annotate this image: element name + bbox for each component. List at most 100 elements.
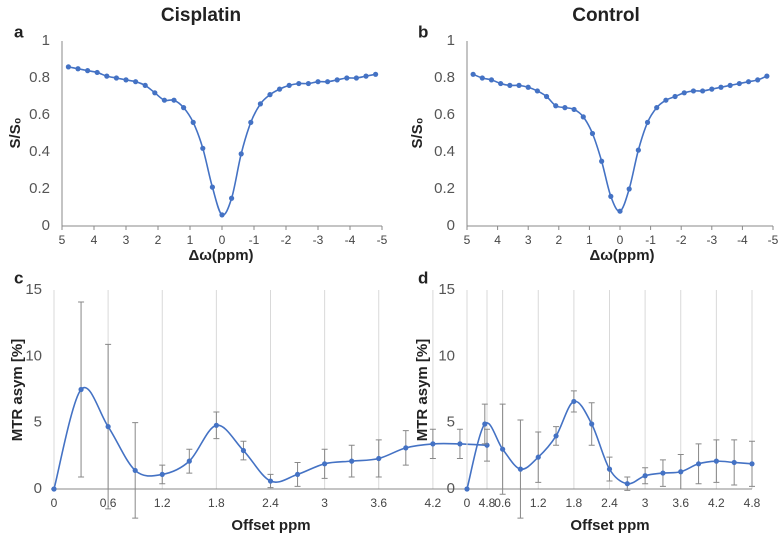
point: [457, 441, 463, 447]
y-tick-label: 0.8: [29, 69, 50, 86]
point: [65, 64, 71, 70]
x-tick-label: -5: [377, 233, 388, 247]
point: [672, 93, 678, 100]
x-tick-label: 3: [642, 496, 649, 510]
chart-title: Control: [572, 5, 640, 26]
point: [152, 90, 158, 96]
point: [718, 84, 724, 90]
point: [599, 158, 605, 164]
point: [209, 184, 215, 190]
point: [403, 445, 409, 451]
point: [470, 71, 476, 77]
point: [580, 114, 586, 120]
point: [654, 105, 660, 111]
point: [500, 446, 506, 452]
point: [113, 75, 119, 81]
x-tick-label: 2: [555, 233, 562, 247]
point: [681, 90, 687, 96]
point: [731, 459, 737, 466]
x-tick-label: 1.2: [154, 496, 171, 510]
point: [373, 71, 379, 77]
point: [305, 80, 311, 87]
point: [344, 75, 350, 81]
point: [571, 106, 577, 113]
point: [660, 470, 666, 476]
panel-label: b: [418, 22, 428, 41]
point: [464, 486, 470, 492]
panel-label: c: [14, 268, 23, 287]
y-tick-label: 0.2: [434, 180, 455, 197]
y-tick-label: 15: [438, 281, 455, 298]
y-tick-label: 0.4: [29, 143, 50, 160]
x-tick-label: 4.2: [708, 496, 725, 510]
point: [709, 86, 715, 92]
point: [161, 97, 167, 103]
y-tick-label: 0: [447, 217, 455, 234]
point: [517, 466, 524, 472]
point: [229, 195, 235, 201]
y-tick-label: 10: [438, 347, 455, 364]
point: [713, 458, 719, 464]
point: [267, 478, 274, 484]
x-tick-label: 3.6: [672, 496, 689, 510]
point: [132, 467, 138, 474]
x-tick-label: -4: [345, 233, 356, 247]
y-tick-label: 0: [34, 480, 42, 497]
point: [571, 398, 577, 405]
panel-label: d: [418, 268, 428, 287]
point: [213, 422, 219, 428]
point: [238, 151, 244, 157]
y-tick-label: 1: [447, 32, 455, 49]
point: [543, 93, 550, 100]
point: [78, 386, 84, 393]
x-tick-label: 0: [51, 496, 58, 510]
point: [219, 212, 225, 218]
point: [745, 79, 752, 85]
point: [123, 77, 129, 83]
point: [105, 424, 111, 430]
point: [296, 80, 302, 87]
point: [535, 454, 541, 460]
point: [534, 88, 540, 94]
point: [133, 79, 139, 85]
x-tick-label: 3: [123, 233, 130, 247]
x-axis-label: Offset ppm: [570, 517, 649, 534]
x-tick-label: 1.8: [208, 496, 225, 510]
point: [608, 193, 614, 199]
point: [334, 77, 340, 83]
y-axis-label: MTR asym [%]: [9, 339, 26, 442]
point: [171, 97, 177, 103]
point: [678, 469, 684, 475]
x-tick-label: 5: [464, 233, 471, 247]
point: [142, 82, 148, 88]
point: [267, 92, 273, 98]
point: [482, 421, 488, 427]
x-tick-label: -1: [645, 233, 656, 247]
line: [53, 386, 488, 490]
y-tick-label: 0: [42, 217, 50, 234]
x-tick-label: 1.2: [530, 496, 547, 510]
x-tick-label: 3: [321, 496, 328, 510]
point: [553, 103, 559, 109]
point: [498, 80, 504, 87]
x-tick-label: 4.8: [744, 496, 761, 510]
x-axis-label: Δω(ppm): [188, 247, 253, 264]
y-tick-label: 15: [25, 281, 42, 298]
point: [248, 119, 254, 125]
point: [764, 73, 770, 79]
panel-label: a: [14, 22, 24, 41]
point: [75, 66, 81, 72]
point: [525, 84, 531, 90]
point: [277, 86, 283, 92]
point: [562, 105, 568, 111]
point: [690, 88, 697, 94]
point: [626, 186, 632, 192]
x-tick-label: 0.6: [494, 496, 511, 510]
y-axis-label: MTR asym [%]: [414, 339, 431, 442]
point: [516, 82, 522, 88]
x-tick-label: -2: [676, 233, 687, 247]
x-tick-label: 1: [586, 233, 593, 247]
x-tick-label: -3: [313, 233, 324, 247]
point: [624, 481, 630, 487]
y-tick-label: 1: [42, 32, 50, 49]
